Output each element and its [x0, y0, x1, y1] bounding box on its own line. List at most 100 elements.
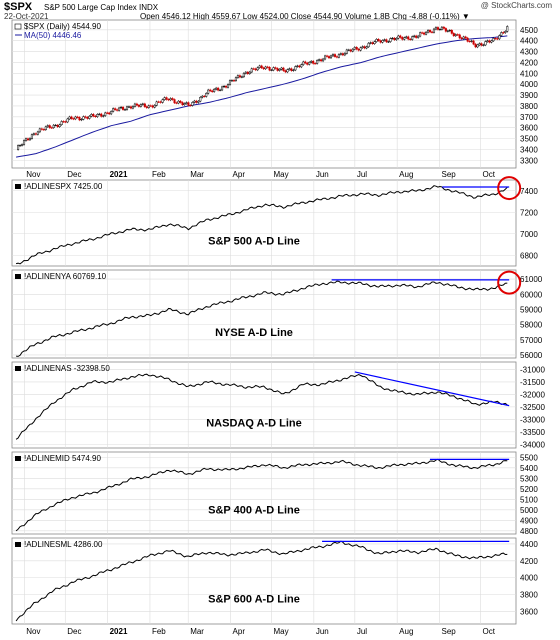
candle-body	[440, 26, 443, 30]
y-tick-label: 4300	[520, 48, 538, 57]
x-tick-label-top: Sep	[442, 170, 457, 179]
candle-body	[409, 38, 412, 40]
candle-body	[379, 40, 382, 43]
candle-body	[68, 116, 71, 120]
candle-body	[189, 105, 192, 107]
candle-body	[436, 27, 439, 30]
candle-body	[52, 124, 55, 128]
candle-body	[399, 35, 402, 38]
candle-body	[252, 68, 255, 70]
candle-body	[462, 36, 465, 39]
y-tick-label: -33500	[520, 428, 545, 437]
candle-body	[266, 66, 269, 68]
quote-date: 22-Oct-2021	[4, 12, 49, 21]
candle-body	[395, 38, 398, 40]
y-tick-label: 5200	[520, 485, 538, 494]
x-tick-label-top: Nov	[26, 170, 40, 179]
candle-body	[244, 71, 247, 74]
candle-body	[254, 68, 257, 71]
candle-body	[355, 47, 358, 50]
panel-label: S&P 400 A-D Line	[208, 505, 300, 517]
candle-body	[450, 30, 453, 34]
candle-body	[296, 65, 299, 67]
candle-body	[476, 44, 479, 48]
candle-body	[316, 60, 319, 64]
candle-body	[199, 96, 202, 102]
candle-body	[496, 38, 499, 40]
candle-body	[365, 46, 368, 49]
candle-body	[387, 41, 390, 43]
candle-body	[339, 53, 342, 55]
candle-body	[80, 118, 83, 121]
candle-body	[349, 49, 352, 52]
candle-body	[419, 32, 422, 37]
x-tick-label-bottom: May	[274, 627, 289, 636]
candle-body	[116, 109, 119, 111]
candle-body	[74, 116, 77, 120]
candle-body	[163, 97, 166, 100]
y-tick-label: 4200	[520, 58, 538, 67]
y-tick-label: 7000	[520, 230, 538, 239]
candle-body	[407, 36, 410, 40]
x-tick-label-bottom: Nov	[26, 627, 40, 636]
candle-body	[373, 41, 376, 44]
candle-body	[325, 55, 329, 57]
y-tick-label: 4000	[520, 80, 538, 89]
candle-body	[434, 27, 438, 30]
x-tick-label-top: Jun	[316, 170, 329, 179]
candle-body	[425, 31, 428, 35]
candle-body	[351, 48, 354, 52]
candle-body	[411, 36, 414, 40]
candle-body	[314, 63, 317, 65]
candle-body	[246, 71, 249, 74]
candle-body	[256, 67, 259, 71]
candle-body	[430, 31, 434, 33]
candle-body	[129, 106, 133, 109]
candle-body	[224, 85, 228, 88]
candle-body	[98, 113, 101, 115]
y-tick-label: -32500	[520, 403, 545, 412]
ad-line	[15, 540, 508, 622]
candle-body	[48, 125, 51, 128]
candle-body	[38, 128, 41, 133]
candle-body	[324, 55, 327, 60]
candle-body	[238, 75, 241, 78]
candle-body	[19, 145, 22, 147]
candle-body	[472, 40, 475, 45]
candle-body	[205, 93, 208, 97]
candle-body	[318, 59, 321, 61]
candle-body	[464, 36, 467, 39]
candle-body	[153, 105, 156, 108]
candle-body	[221, 86, 224, 91]
y-tick-label: 4900	[520, 516, 538, 525]
y-tick-label: 7200	[520, 208, 538, 217]
y-tick-label: 3600	[520, 124, 538, 133]
candle-body	[446, 30, 449, 32]
candle-body	[179, 100, 182, 103]
candle-body	[230, 80, 234, 82]
y-tick-label: 3800	[520, 102, 538, 111]
candle-body	[226, 84, 230, 88]
candle-body	[276, 68, 279, 71]
y-tick-label: -31500	[520, 378, 545, 387]
y-tick-label: 5500	[520, 453, 538, 462]
y-tick-label: -34000	[520, 440, 545, 449]
x-tick-label-bottom: Feb	[152, 627, 166, 636]
candle-body	[44, 126, 47, 130]
candle-body	[145, 106, 148, 108]
candle-body	[72, 118, 75, 120]
candle-body	[24, 138, 28, 141]
candle-body	[100, 113, 103, 117]
y-tick-label: 5300	[520, 474, 538, 483]
candle-body	[228, 80, 232, 85]
y-tick-label: 57000	[520, 336, 543, 345]
candle-body	[120, 106, 123, 109]
candle-body	[397, 35, 400, 39]
y-tick-label: 56000	[520, 351, 543, 360]
panel-title: !ADLINENAS -32398.50	[24, 364, 110, 373]
candle-body	[236, 75, 239, 78]
candle-body	[393, 37, 396, 40]
legend-swatch-price	[14, 23, 22, 30]
panel-label: S&P 500 A-D Line	[208, 236, 300, 248]
candle-body	[50, 127, 53, 129]
